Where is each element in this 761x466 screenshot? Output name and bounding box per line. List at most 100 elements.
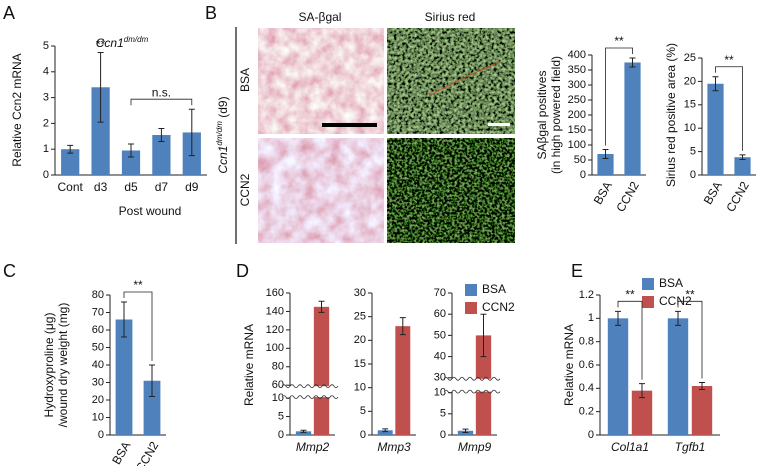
y-tick-label: 120 bbox=[266, 324, 284, 336]
error-bar bbox=[675, 310, 681, 326]
bar bbox=[295, 431, 312, 435]
annotation: ** bbox=[614, 34, 624, 48]
bar bbox=[91, 87, 110, 175]
y-axis-label: Relative Ccn2 mRNA bbox=[10, 53, 24, 166]
y-tick-label: 5 bbox=[440, 408, 446, 420]
y-tick-label: 0.2 bbox=[579, 406, 594, 418]
annotation: ** bbox=[96, 38, 106, 52]
annotation: ** bbox=[133, 278, 143, 292]
axis-break bbox=[283, 386, 337, 398]
micrograph bbox=[258, 28, 384, 134]
error-bar bbox=[97, 51, 104, 123]
y-tick-label: 0 bbox=[440, 429, 446, 441]
y-tick-label: 5 bbox=[360, 405, 366, 417]
y-tick-label: 0.6 bbox=[579, 359, 594, 371]
y-tick-label: 140 bbox=[266, 305, 284, 317]
legend-label: CCN2 bbox=[659, 294, 692, 308]
significance-bracket bbox=[130, 98, 193, 106]
y-tick-label: 25 bbox=[354, 311, 366, 323]
x-tick-label: d9 bbox=[185, 180, 199, 194]
y-tick-label: 10 bbox=[354, 382, 366, 394]
image-group-label: Ccn1dm/dm (d9) bbox=[215, 96, 230, 173]
y-tick-label: 20 bbox=[684, 75, 696, 87]
y-tick-label: 30 bbox=[92, 376, 104, 388]
error-bar bbox=[158, 128, 165, 142]
error-bar bbox=[462, 428, 469, 433]
y-tick-label: 10 bbox=[684, 122, 696, 134]
y-tick-label: 5 bbox=[278, 410, 284, 422]
significance-bracket bbox=[605, 47, 633, 146]
axis-break-line bbox=[443, 389, 501, 394]
y-tick-label: 250 bbox=[568, 94, 586, 106]
x-axis-label: Post wound bbox=[119, 204, 182, 218]
error-bar bbox=[318, 300, 325, 313]
scale-bar bbox=[322, 123, 377, 127]
bar bbox=[313, 306, 330, 435]
y-axis-label: Relative mRNA bbox=[562, 324, 576, 406]
error-bar bbox=[188, 108, 195, 157]
y-tick-label: 0 bbox=[278, 429, 284, 441]
panel-letter: E bbox=[571, 261, 583, 281]
y-tick-label: 400 bbox=[568, 49, 586, 61]
error-bar bbox=[121, 301, 127, 338]
error-bar bbox=[699, 382, 705, 390]
y-tick-label: 0.8 bbox=[579, 336, 594, 348]
x-tick-label: BSA bbox=[591, 179, 615, 207]
significance-bracket bbox=[617, 300, 643, 380]
x-tick-label: Tgfb1 bbox=[675, 440, 706, 454]
legend-swatch bbox=[642, 278, 654, 290]
y-axis-label: Hydroxyproline (μg) bbox=[42, 313, 56, 418]
y-axis-label: SAβgal positives bbox=[535, 71, 549, 160]
axis-break-line bbox=[443, 376, 501, 381]
error-bar bbox=[712, 76, 719, 92]
y-tick-label: 0 bbox=[580, 169, 586, 181]
error-bar bbox=[300, 429, 307, 433]
bar bbox=[631, 390, 653, 435]
bar bbox=[115, 319, 133, 435]
y-tick-label: 100 bbox=[266, 342, 284, 354]
annotation: ** bbox=[625, 288, 635, 302]
y-tick-label: 1 bbox=[588, 312, 594, 324]
significance-bracket bbox=[123, 291, 153, 361]
y-tick-label: 10 bbox=[272, 392, 284, 404]
error-bar bbox=[149, 364, 155, 397]
y-tick-label: 150 bbox=[568, 124, 586, 136]
legend-swatch bbox=[465, 302, 477, 314]
error-bar bbox=[629, 57, 636, 68]
bar bbox=[624, 62, 641, 175]
y-tick-label: 350 bbox=[568, 64, 586, 76]
bar bbox=[121, 150, 141, 175]
y-tick-label: 70 bbox=[434, 287, 446, 299]
y-tick-label: 0 bbox=[43, 169, 49, 181]
axis-break-line bbox=[281, 384, 339, 389]
y-tick-label: 200 bbox=[568, 109, 586, 121]
title-part: dm/dm bbox=[124, 35, 149, 44]
y-tick-label: 15 bbox=[354, 358, 366, 370]
y-tick-label: 2 bbox=[43, 117, 49, 129]
bar bbox=[707, 83, 724, 175]
y-tick-label: 1 bbox=[43, 143, 49, 155]
error-bar bbox=[615, 310, 621, 326]
image-row-label: BSA bbox=[238, 68, 252, 92]
axis-break bbox=[445, 378, 499, 392]
y-tick-label: 20 bbox=[92, 394, 104, 406]
x-tick-label: Mmp3 bbox=[377, 440, 411, 454]
bar bbox=[377, 430, 393, 435]
y-tick-label: 80 bbox=[92, 289, 104, 301]
y-tick-label: 60 bbox=[92, 324, 104, 336]
label-part: (d9) bbox=[216, 96, 230, 121]
axis-break-line bbox=[281, 395, 339, 400]
error-bar bbox=[602, 149, 609, 159]
y-tick-label: 40 bbox=[92, 359, 104, 371]
label-superscript: dm/dm bbox=[215, 121, 224, 146]
y-tick-label: 0 bbox=[588, 429, 594, 441]
x-tick-label: Cont bbox=[58, 180, 84, 194]
bar bbox=[607, 318, 629, 435]
y-tick-label: 50 bbox=[92, 341, 104, 353]
y-tick-label: 0 bbox=[360, 429, 366, 441]
bar bbox=[734, 157, 751, 175]
y-axis-label: Relative mRNA bbox=[242, 324, 256, 406]
x-tick-label: d3 bbox=[94, 180, 108, 194]
y-tick-label: 0 bbox=[690, 169, 696, 181]
y-tick-label: 40 bbox=[434, 350, 446, 362]
